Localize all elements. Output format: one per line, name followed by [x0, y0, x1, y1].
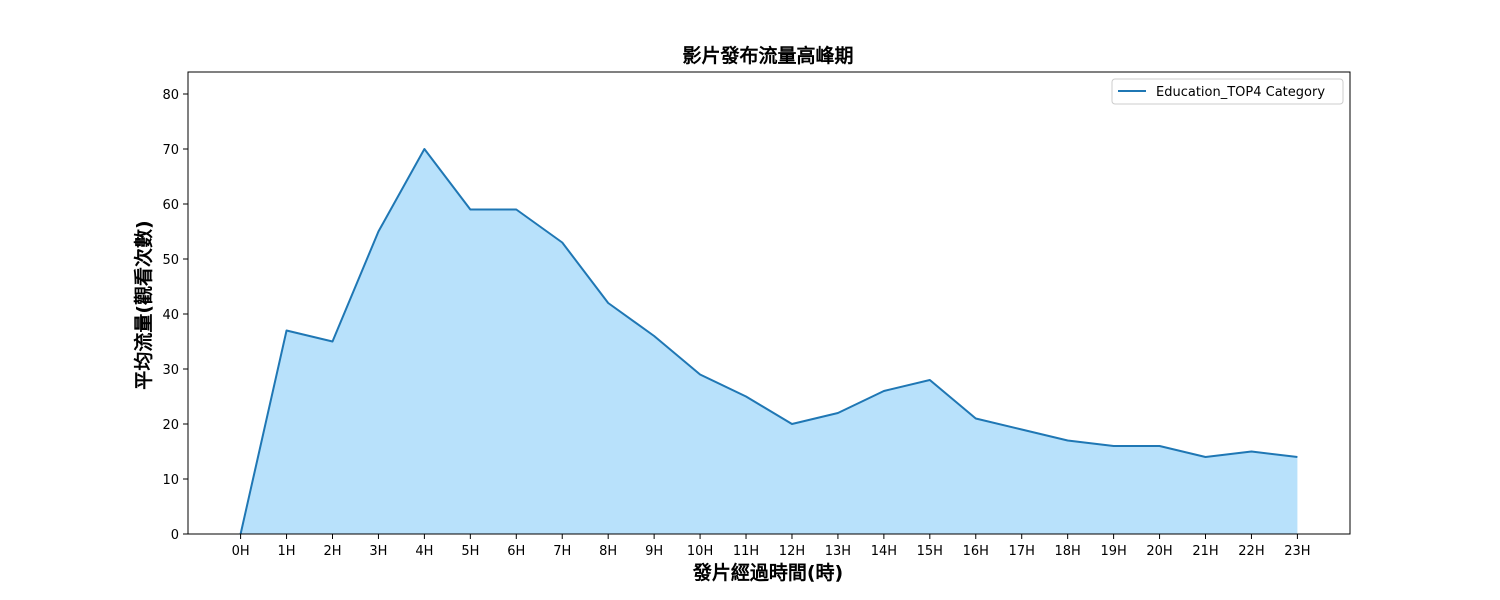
x-tick-label: 4H — [415, 544, 433, 559]
x-axis-label: 發片經過時間(時) — [692, 561, 843, 584]
y-axis-label: 平均流量(觀看次數) — [132, 220, 155, 389]
x-tick-label: 18H — [1054, 544, 1080, 559]
x-tick-label: 1H — [278, 544, 296, 559]
x-tick-label: 22H — [1238, 544, 1264, 559]
y-tick-label: 10 — [162, 473, 179, 488]
x-tick-label: 17H — [1009, 544, 1035, 559]
axes: 0H 1H 2H 3H 4H 5H 6H 7H 8H 9H 10H 11H 12H 13H 14H 15H 16… — [162, 71, 1351, 559]
plot-frame — [187, 71, 1351, 535]
x-tick-label: 3H — [369, 544, 387, 559]
x-tick-label: 11H — [733, 544, 759, 559]
chart-title: 影片發布流量高峰期 — [682, 44, 853, 67]
x-tick-label: 13H — [825, 544, 851, 559]
y-tick-label: 0 — [171, 528, 179, 543]
area-fill — [240, 149, 1298, 534]
x-tick-label: 6H — [507, 544, 525, 559]
x-tick-label: 23H — [1284, 544, 1310, 559]
y-tick-label: 50 — [162, 253, 179, 268]
x-tick-label: 8H — [599, 544, 617, 559]
x-tick-label: 9H — [645, 544, 663, 559]
x-tick-label: 21H — [1192, 544, 1218, 559]
plot-area — [239, 148, 1298, 535]
x-tick-label: 0H — [232, 544, 250, 559]
x-tick-label: 2H — [323, 544, 341, 559]
y-tick-label: 20 — [162, 418, 179, 433]
y-tick-label: 40 — [162, 308, 179, 323]
legend-box — [1111, 78, 1344, 105]
x-tick-label: 5H — [461, 544, 479, 559]
x-tick-label: 7H — [553, 544, 571, 559]
y-tick-label: 70 — [162, 143, 179, 158]
x-tick-label: 10H — [687, 544, 713, 559]
series-line — [239, 148, 1298, 535]
x-tick-label: 20H — [1146, 544, 1172, 559]
x-tick-label: 15H — [917, 544, 943, 559]
y-tick-label: 30 — [162, 363, 179, 378]
y-tick-label: 80 — [162, 88, 179, 103]
x-tick-label: 19H — [1100, 544, 1126, 559]
legend: Education_TOP4 Category — [1111, 78, 1344, 105]
legend-label: Education_TOP4 Category — [1156, 85, 1325, 100]
x-tick-label: 14H — [871, 544, 897, 559]
x-tick-label: 12H — [779, 544, 805, 559]
x-tick-label: 16H — [963, 544, 989, 559]
y-tick-label: 60 — [162, 198, 179, 213]
